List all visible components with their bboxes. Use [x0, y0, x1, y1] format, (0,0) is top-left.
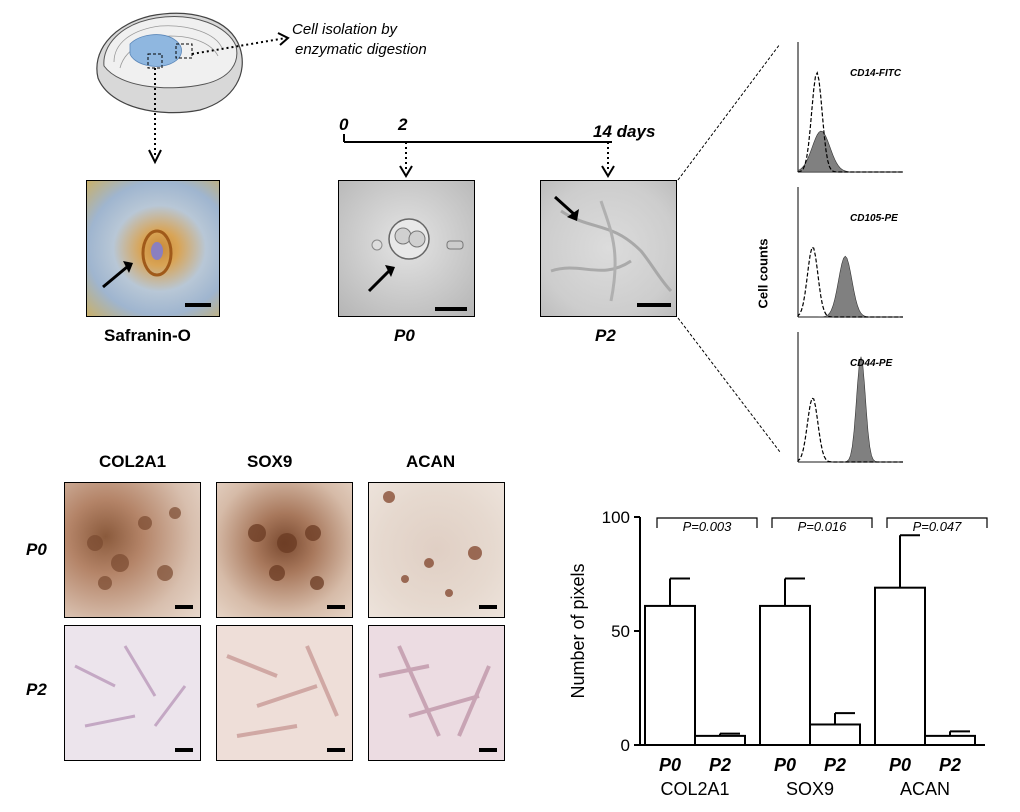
- p0-micrograph: [338, 180, 475, 317]
- ihc-p0-sox9: [216, 482, 353, 618]
- timeline-t0: 0: [339, 115, 349, 134]
- y-tick-label: 0: [621, 736, 630, 755]
- timeline: [343, 134, 615, 178]
- timeline-t14: 14 days: [593, 122, 656, 141]
- bar-p0-sox9: [759, 604, 811, 746]
- flow-marker-label: CD14-FITC: [850, 68, 902, 79]
- p-value-label: P=0.003: [683, 519, 733, 534]
- bar-label: P2: [939, 755, 961, 775]
- ihc-p0-col2a1: [64, 482, 201, 618]
- flow-connector-lines: [677, 43, 781, 453]
- bar-label: P2: [709, 755, 731, 775]
- bar-p2-col2a1: [694, 734, 746, 747]
- significance-bracket: [771, 517, 873, 528]
- ihc-p2-acan: [368, 625, 505, 761]
- bar-p0-acan: [874, 586, 926, 747]
- bar-label: P0: [774, 755, 796, 775]
- y-axis-label: Number of pixels: [568, 563, 588, 698]
- safranin-label: Safranin-O: [104, 326, 191, 345]
- isolation-label: Cell isolation by enzymatic digestion: [292, 21, 427, 58]
- flow-stained-histogram: [798, 255, 903, 318]
- ihc-p2-sox9: [216, 625, 353, 761]
- cartilage-tissue-illustration: [96, 12, 243, 114]
- isolation-arrow: [191, 32, 290, 55]
- bar-p2-acan: [924, 734, 976, 747]
- flow-histograms: CD14-FITC CD105-PE CD44-PE: [797, 42, 903, 463]
- flow-panel: CD105-PE: [797, 187, 903, 318]
- ihc-p0-acan: [368, 482, 505, 618]
- flow-stained-histogram: [797, 130, 903, 173]
- p2-micrograph: [540, 180, 677, 317]
- ihc-col-label-acan: ACAN: [406, 452, 456, 471]
- p-value-label: P=0.047: [913, 519, 963, 534]
- bar-p2-sox9: [809, 723, 861, 746]
- flow-panel: CD14-FITC: [797, 42, 903, 173]
- significance-bracket: [656, 517, 758, 528]
- ihc-col-label-sox9: SOX9: [247, 452, 293, 471]
- flow-marker-label: CD44-PE: [850, 358, 893, 369]
- flow-control-histogram: [797, 397, 903, 463]
- p2-label: P2: [595, 326, 616, 345]
- group-label: ACAN: [900, 779, 950, 799]
- group-label: COL2A1: [660, 779, 729, 799]
- y-tick-label: 100: [602, 508, 630, 527]
- p0-label: P0: [394, 326, 415, 345]
- flow-marker-label: CD105-PE: [850, 213, 898, 224]
- bar-label: P0: [889, 755, 911, 775]
- flow-ylabel: Cell counts: [755, 238, 771, 309]
- safranin-arrow: [148, 68, 162, 165]
- ihc-row-label-p0: P0: [26, 540, 47, 559]
- bar-label: P2: [824, 755, 846, 775]
- ihc-p2-col2a1: [64, 625, 201, 761]
- timeline-t2: 2: [398, 115, 408, 134]
- group-label: SOX9: [786, 779, 834, 799]
- bar-p0-col2a1: [644, 604, 696, 746]
- significance-bracket: [886, 517, 988, 528]
- flow-control-histogram: [797, 246, 903, 318]
- ihc-row-label-p2: P2: [26, 680, 47, 699]
- pixel-count-bar-chart: 0 50 100 Number of pixels P0 P2 COL2A1 P=0.003 P…: [568, 508, 988, 799]
- y-tick-label: 50: [611, 622, 630, 641]
- ihc-col-label-col2a1: COL2A1: [99, 452, 167, 471]
- safranin-micrograph: [86, 180, 220, 317]
- flow-panel: CD44-PE: [797, 332, 903, 463]
- bar-label: P0: [659, 755, 681, 775]
- flow-stained-histogram: [798, 356, 903, 463]
- p-value-label: P=0.016: [798, 519, 848, 534]
